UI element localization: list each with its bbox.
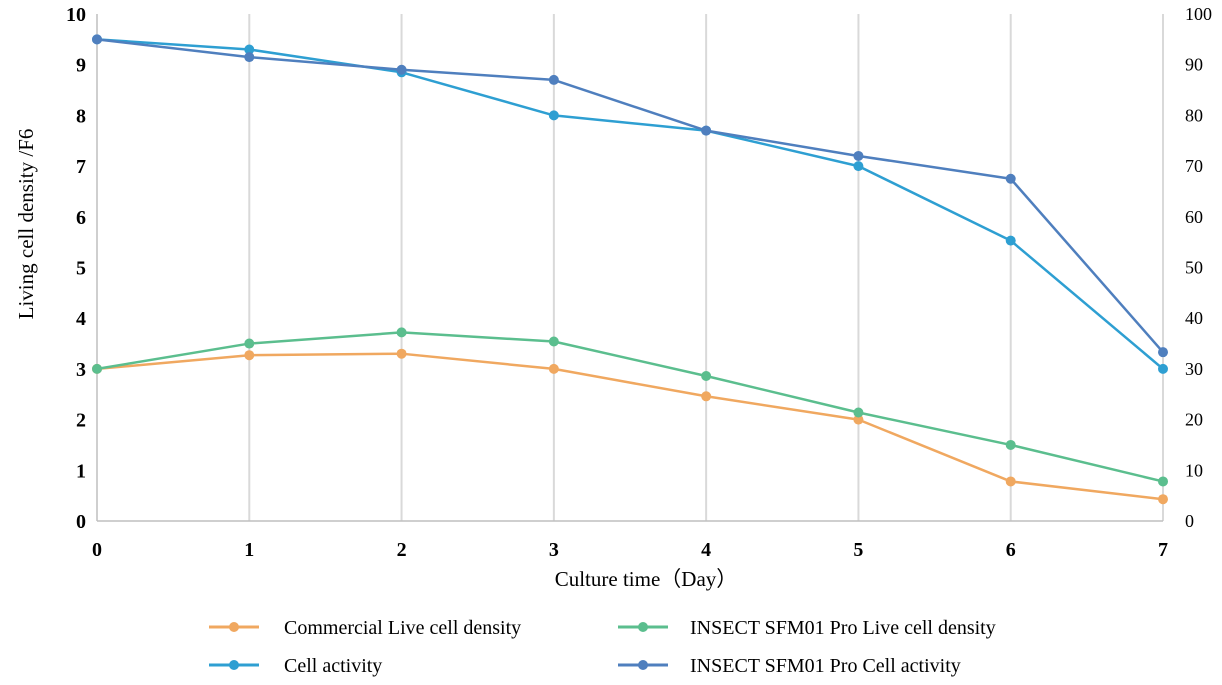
legend: Commercial Live cell density INSECT SFM0… (209, 617, 996, 677)
series (92, 34, 1168, 505)
y-tick-label: 0 (76, 511, 86, 533)
y-tick-label: 7 (76, 156, 86, 178)
y2-tick-label: 50 (1185, 258, 1203, 278)
y2-tick-label: 60 (1185, 207, 1203, 227)
y-tick-label: 1 (76, 460, 86, 482)
data-point (701, 370, 712, 381)
data-point (548, 336, 559, 347)
series-line (96, 38, 1164, 370)
y-tick-label: 4 (76, 308, 86, 330)
left-axis-ticks: 0 1 2 3 4 5 6 7 8 9 10 (66, 4, 86, 533)
data-point (701, 125, 712, 136)
right-axis-ticks: 0 10 20 30 40 50 60 70 80 90 100 (1185, 4, 1212, 531)
legend-swatch-marker (229, 660, 239, 670)
data-point (396, 327, 407, 338)
gridlines (248, 14, 1164, 521)
data-point (244, 350, 255, 361)
legend-swatch-marker (638, 622, 648, 632)
legend-swatch-marker (229, 622, 239, 632)
legend-item-commercial-live-cell-density: Commercial Live cell density (209, 617, 521, 639)
data-point (1005, 439, 1016, 450)
y2-tick-label: 70 (1185, 156, 1203, 176)
data-point (1158, 363, 1168, 374)
data-point (853, 414, 864, 425)
x-tick-label: 2 (397, 539, 407, 561)
data-point (548, 363, 559, 374)
y2-tick-label: 30 (1185, 359, 1203, 379)
data-point (1158, 347, 1168, 358)
data-point (1005, 235, 1016, 246)
data-point (244, 44, 255, 55)
data-point (548, 74, 559, 85)
axes (96, 14, 1163, 522)
series-line (96, 352, 1164, 501)
data-point (853, 407, 864, 418)
data-point (1005, 476, 1016, 487)
x-tick-label: 1 (244, 539, 254, 561)
y-tick-label: 6 (76, 207, 86, 229)
data-point (853, 150, 864, 161)
data-point (853, 161, 864, 172)
series-line (96, 331, 1164, 483)
data-point (1158, 476, 1168, 487)
legend-item-insect-cell-activity: INSECT SFM01 Pro Cell activity (618, 655, 961, 677)
legend-item-insect-live-cell-density: INSECT SFM01 Pro Live cell density (618, 617, 996, 639)
y-tick-label: 10 (66, 4, 86, 26)
x-axis-title: Culture time（Day） (555, 567, 738, 591)
data-point (396, 348, 407, 359)
y2-tick-label: 40 (1185, 308, 1203, 328)
legend-swatch-marker (638, 660, 648, 670)
y2-tick-label: 10 (1185, 460, 1203, 480)
data-point (1005, 173, 1016, 184)
x-axis-ticks: 0 1 2 3 4 5 6 7 (92, 539, 1168, 561)
y-tick-label: 8 (76, 105, 86, 127)
y-tick-label: 9 (76, 55, 86, 77)
data-point (396, 64, 407, 75)
y-tick-label: 5 (76, 258, 86, 280)
series-0 (92, 348, 1168, 505)
data-point (1158, 494, 1168, 505)
legend-label: Cell activity (284, 655, 382, 677)
series-2 (92, 34, 1168, 374)
data-point (244, 52, 255, 63)
data-point (92, 363, 102, 374)
legend-label: INSECT SFM01 Pro Cell activity (690, 655, 961, 677)
y2-tick-label: 80 (1185, 105, 1203, 125)
x-tick-label: 5 (853, 539, 863, 561)
y2-tick-label: 90 (1185, 55, 1203, 75)
legend-label: Commercial Live cell density (284, 617, 521, 639)
series-line (96, 38, 1164, 353)
series-3 (92, 34, 1168, 358)
data-point (701, 391, 712, 402)
y-axis-title: Living cell density /F6 (14, 129, 38, 320)
x-tick-label: 4 (701, 539, 711, 561)
data-point (244, 338, 255, 349)
y-tick-label: 2 (76, 410, 86, 432)
y2-tick-label: 0 (1185, 511, 1194, 531)
data-point (548, 110, 559, 121)
y-tick-label: 3 (76, 359, 86, 381)
series-1 (92, 327, 1168, 487)
x-tick-label: 7 (1158, 539, 1168, 561)
x-tick-label: 0 (92, 539, 102, 561)
x-tick-label: 3 (549, 539, 559, 561)
data-point (92, 34, 102, 45)
legend-item-cell-activity: Cell activity (209, 655, 382, 677)
y2-tick-label: 100 (1185, 4, 1212, 24)
x-tick-label: 6 (1006, 539, 1016, 561)
y2-tick-label: 20 (1185, 410, 1203, 430)
legend-label: INSECT SFM01 Pro Live cell density (690, 617, 996, 639)
